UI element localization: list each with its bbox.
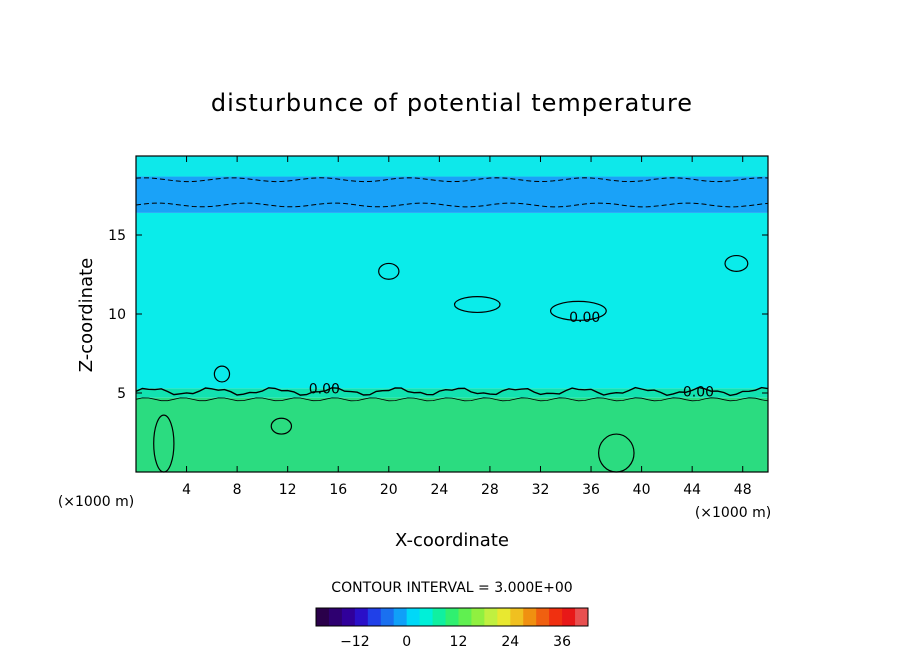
colorbar-tick-label-4: 36 [553, 634, 571, 650]
negative-contour-1 [135, 177, 769, 183]
colorbar-swatch-11 [458, 608, 472, 626]
y-axis-unit: (×1000 m) [58, 494, 134, 510]
x-tick-label-48: 48 [734, 482, 752, 498]
x-tick-label-12: 12 [279, 482, 297, 498]
colorbar-swatch-18 [549, 608, 563, 626]
colorbar-swatch-9 [432, 608, 447, 626]
colorbar-swatch-7 [406, 608, 421, 626]
contour-label-2: 0.00 [683, 384, 714, 400]
y-tick-label-5: 5 [117, 386, 126, 402]
x-axis-unit: (×1000 m) [695, 505, 771, 521]
contour-label-1: 0.00 [569, 310, 600, 326]
colorbar-tick-label-3: 24 [501, 634, 519, 650]
colorbar-swatch-20 [575, 608, 589, 626]
colorbar-tick-label-2: 12 [450, 634, 468, 650]
x-tick-label-32: 32 [532, 482, 550, 498]
colorbar: −12 0 12 24 36 [315, 607, 589, 650]
colorbar-swatch-12 [471, 608, 485, 626]
contour-blob-1 [270, 417, 293, 435]
colorbar-swatch-15 [510, 608, 524, 626]
field-band-1 [136, 388, 768, 398]
contour-blob-5 [378, 262, 400, 280]
field-band-3 [136, 176, 768, 213]
x-tick-label-36: 36 [582, 482, 600, 498]
field-band-2 [136, 212, 768, 389]
colorbar-swatch-10 [445, 608, 459, 626]
contour-blob-7 [213, 365, 231, 383]
contour-interval-label: CONTOUR INTERVAL = 3.000E+00 [331, 580, 572, 596]
contour-blob-6 [724, 254, 749, 272]
colorbar-swatch-14 [497, 608, 511, 626]
x-tick-label-8: 8 [233, 482, 242, 498]
field-band-0 [136, 397, 768, 472]
colorbar-swatch-19 [562, 608, 576, 626]
colorbar-swatch-2 [341, 608, 356, 626]
contour-blob-0 [549, 300, 607, 321]
y-axis-label: Z-coordinate [76, 258, 97, 373]
x-tick-label-24: 24 [430, 482, 448, 498]
colorbar-swatch-8 [419, 608, 434, 626]
chart-title: disturbunce of potential temperature [211, 89, 693, 117]
x-tick-label-44: 44 [683, 482, 701, 498]
colorbar-tick-label-0: −12 [340, 634, 370, 650]
contour-zero-line [135, 386, 769, 397]
x-tick-label-16: 16 [329, 482, 347, 498]
colorbar-frame [315, 607, 589, 627]
negative-contour-0 [135, 202, 769, 208]
y-tick-label-15: 15 [108, 228, 126, 244]
colorbar-swatch-1 [328, 608, 343, 626]
colorbar-swatch-16 [523, 608, 537, 626]
x-tick-label-28: 28 [481, 482, 499, 498]
colorbar-swatch-5 [380, 608, 395, 626]
contour-label-0: 0.00 [309, 381, 340, 397]
y-tick-label-10: 10 [108, 307, 126, 323]
colorbar-swatch-0 [316, 608, 330, 626]
x-tick-label-40: 40 [633, 482, 651, 498]
x-tick-label-20: 20 [380, 482, 398, 498]
colorbar-tick-label-1: 0 [402, 634, 411, 650]
x-axis-label: X-coordinate [395, 530, 509, 551]
field-band-4 [136, 156, 768, 177]
colorbar-swatch-4 [367, 608, 382, 626]
colorbar-swatch-13 [484, 608, 498, 626]
x-tick-label-4: 4 [182, 482, 191, 498]
colorbar-swatch-6 [393, 608, 408, 626]
contour-blob-4 [453, 296, 501, 314]
colorbar-swatch-17 [536, 608, 550, 626]
colorbar-swatch-3 [354, 608, 369, 626]
contour-line-lower [135, 397, 769, 402]
